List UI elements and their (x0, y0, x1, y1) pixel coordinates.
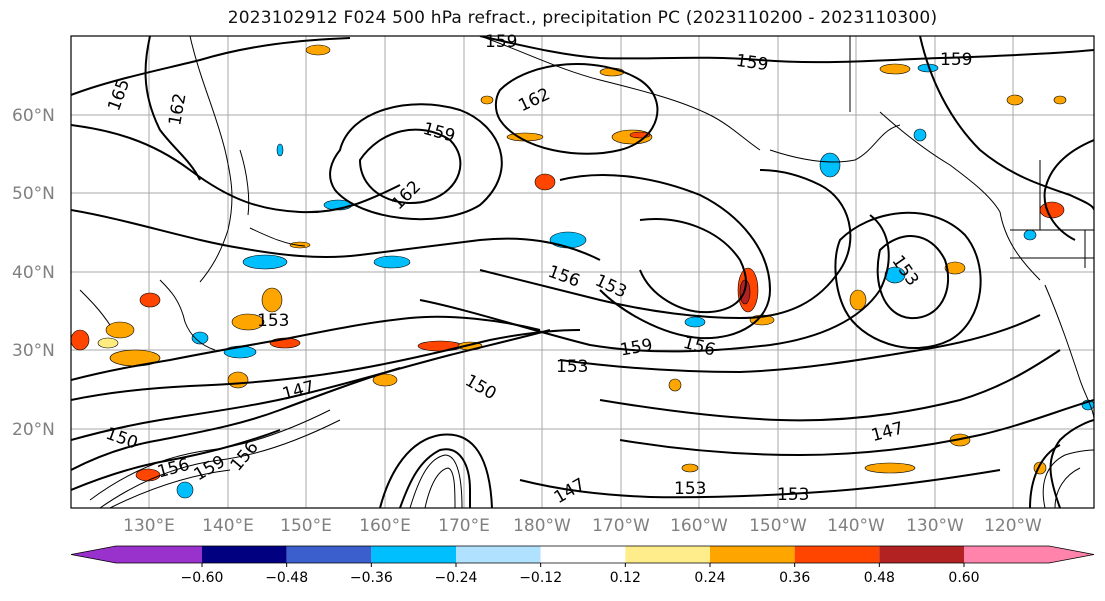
colorbar-segment (964, 546, 1094, 563)
colorbar (70, 545, 1095, 564)
colorbar-tick-label: −0.60 (181, 570, 224, 586)
lon-label: 130°W (906, 516, 964, 536)
lon-label: 150°W (749, 516, 807, 536)
colorbar-segment (625, 546, 710, 563)
lon-label: 170°W (592, 516, 650, 536)
colorbar-tick-label: −0.48 (265, 570, 308, 586)
contour-label: 159 (940, 50, 972, 70)
colorbar-tick-label: −0.12 (519, 570, 562, 586)
contour-label: 159 (485, 32, 517, 52)
contour-label: 153 (556, 357, 588, 377)
colorbar-segment (71, 546, 202, 563)
map-title: 2023102912 F024 500 hPa refract., precip… (227, 8, 938, 28)
plot-frame (70, 35, 1095, 509)
colorbar-tick-label: 0.48 (864, 570, 895, 586)
longitude-labels: 130°E 140°E 150°E 160°E 170°E 180°W 170°… (123, 516, 1042, 536)
colorbar-outline (70, 545, 1095, 564)
refractivity-contours (71, 36, 1094, 508)
contour-label: 153 (674, 479, 706, 499)
colorbar-segment (371, 546, 456, 563)
lat-label: 60°N (12, 106, 55, 126)
colorbar-segment (710, 546, 795, 563)
lon-label: 130°E (123, 516, 175, 536)
lon-label: 140°W (827, 516, 885, 536)
lon-label: 160°W (670, 516, 728, 536)
lat-label: 50°N (12, 184, 55, 204)
lat-label: 30°N (12, 341, 55, 361)
colorbar-segment (879, 546, 964, 563)
latitude-labels: 60°N 50°N 40°N 30°N 20°N (12, 106, 55, 440)
lon-label: 140°E (202, 516, 254, 536)
precipitation-shading (71, 44, 1094, 499)
colorbar-tick-label: 0.24 (694, 570, 725, 586)
contour-label: 153 (257, 311, 289, 331)
colorbar-segment (540, 546, 626, 563)
contour-label: 159 (735, 51, 770, 75)
lon-label: 180°W (513, 516, 571, 536)
colorbar-segment (286, 546, 372, 563)
lon-label: 150°E (280, 516, 332, 536)
coastlines (79, 36, 1094, 421)
contour-label: 153 (777, 485, 809, 505)
colorbar-tick-label: −0.24 (435, 570, 478, 586)
colorbar-tick-label: 0.36 (779, 570, 810, 586)
colorbar-segment (794, 546, 880, 563)
colorbar-tick-label: 0.60 (948, 570, 979, 586)
colorbar-segment (202, 546, 287, 563)
thin-contours (89, 409, 1094, 508)
colorbar-ticks: −0.60 −0.48 −0.36 −0.24 −0.12 0.12 0.24 0.36 0.4… (181, 563, 980, 586)
lat-label: 20°N (12, 420, 55, 440)
colorbar-tick-label: −0.36 (350, 570, 393, 586)
lon-label: 120°W (984, 516, 1042, 536)
lat-label: 40°N (12, 263, 55, 283)
lon-label: 160°E (359, 516, 411, 536)
graticule (71, 36, 1094, 508)
colorbar-tick-label: 0.12 (610, 570, 641, 586)
lon-label: 170°E (438, 516, 490, 536)
colorbar-segment (456, 546, 541, 563)
